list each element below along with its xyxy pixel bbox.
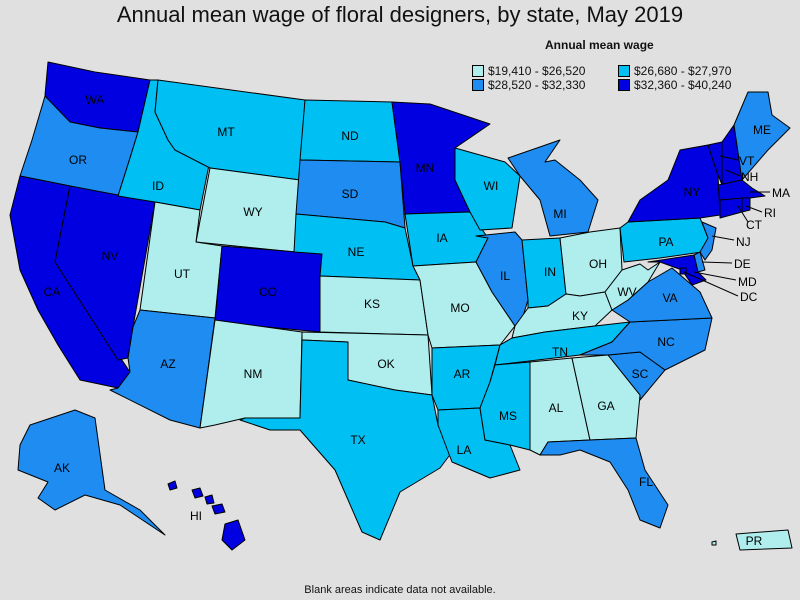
label-LA: LA [457,443,472,457]
label-MN: MN [416,161,435,175]
label-MD: MD [738,275,757,289]
label-OK: OK [377,357,394,371]
label-DC: DC [740,290,758,304]
label-VA: VA [662,291,677,305]
legend-swatch-1 [472,64,484,77]
label-WA: WA [86,93,105,107]
label-MI: MI [553,207,566,221]
state-PR[interactable] [735,529,793,551]
legend-swatch-4 [618,78,630,91]
label-IN: IN [544,265,556,279]
state-labels: WA OR CA NV ID MT WY UT AZ CO NM ND SD N… [44,93,790,548]
label-CO: CO [259,285,277,299]
label-NJ: NJ [736,235,751,249]
state-FL[interactable] [539,437,669,529]
state-RI[interactable] [741,197,751,213]
legend-item-1: $19,410 - $26,520 [472,64,585,78]
label-IL: IL [500,269,510,283]
legend-item-2: $26,680 - $27,970 [618,64,731,78]
pr-islet [711,540,717,546]
label-MO: MO [450,301,469,315]
label-TX: TX [350,433,365,447]
label-RI: RI [764,206,776,220]
label-SD: SD [342,187,359,201]
label-leaders [683,155,770,297]
state-HI[interactable] [167,480,246,551]
state-NJ[interactable] [699,221,717,261]
label-GA: GA [597,399,614,413]
label-KY: KY [572,309,588,323]
label-HI: HI [190,509,202,523]
label-AL: AL [549,401,564,415]
state-DC[interactable] [679,267,687,275]
label-NV: NV [102,249,119,263]
legend-label-2: $26,680 - $27,970 [634,64,732,78]
label-PR: PR [746,534,763,548]
state-TX[interactable] [239,339,453,541]
map-title: Annual mean wage of floral designers, by… [116,2,684,27]
legend-title: Annual mean wage [545,38,654,52]
label-AR: AR [454,367,471,381]
state-NY[interactable] [627,144,721,223]
label-FL: FL [639,475,653,489]
label-NH: NH [741,170,758,184]
label-AK: AK [54,461,70,475]
label-NY: NY [684,185,701,199]
label-SC: SC [632,367,649,381]
label-MT: MT [217,125,235,139]
label-OH: OH [589,257,607,271]
label-IA: IA [436,231,447,245]
label-CA: CA [44,285,61,299]
label-UT: UT [174,267,191,281]
label-WV: WV [617,285,636,299]
label-VT: VT [739,154,755,168]
label-OR: OR [69,153,87,167]
legend-label-3: $28,520 - $32,330 [488,78,586,92]
footnote: Blank areas indicate data not available. [304,584,496,596]
legend-swatch-3 [472,78,484,91]
label-MS: MS [499,409,517,423]
label-DE: DE [734,257,751,271]
state-WI[interactable] [454,147,521,231]
state-MD[interactable] [647,254,707,286]
state-ME[interactable] [733,91,791,181]
legend-label-4: $32,360 - $40,240 [634,78,732,92]
label-KS: KS [364,297,380,311]
label-NE: NE [348,245,365,259]
label-ID: ID [152,179,164,193]
label-ND: ND [341,129,359,143]
label-WY: WY [243,205,262,219]
label-MA: MA [772,186,790,200]
label-NM: NM [244,367,263,381]
label-TN: TN [552,345,568,359]
label-PA: PA [658,235,673,249]
state-MI[interactable] [507,139,599,237]
legend-swatch-2 [618,64,630,77]
label-NC: NC [657,335,675,349]
legend-item-3: $28,520 - $32,330 [472,78,585,92]
state-AK[interactable] [17,409,166,536]
legend-item-4: $32,360 - $40,240 [618,78,731,92]
label-WI: WI [484,179,499,193]
label-AZ: AZ [160,357,175,371]
label-ME: ME [753,123,771,137]
label-CT: CT [746,218,763,232]
legend-label-1: $19,410 - $26,520 [488,64,586,78]
